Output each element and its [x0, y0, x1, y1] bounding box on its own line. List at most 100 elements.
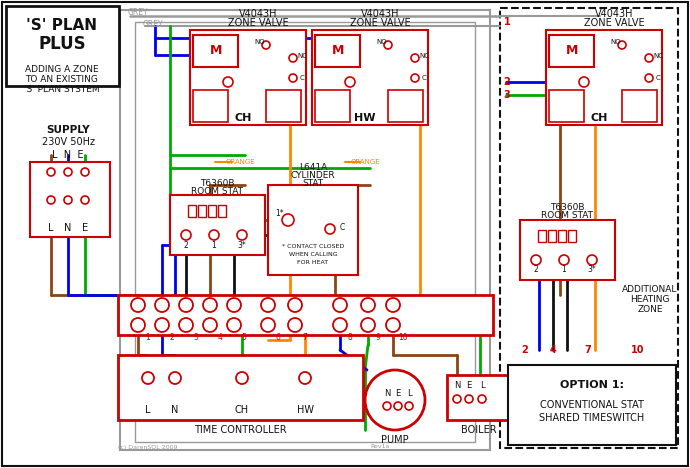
Text: M: M	[566, 44, 578, 58]
Circle shape	[169, 372, 181, 384]
Text: SUPPLY: SUPPLY	[46, 125, 90, 135]
Bar	[558, 230, 566, 242]
Bar	[190, 30, 306, 125]
Text: BOILER: BOILER	[461, 425, 497, 435]
Text: HW: HW	[297, 405, 313, 415]
Circle shape	[325, 224, 335, 234]
Circle shape	[236, 372, 248, 384]
Text: ROOM STAT: ROOM STAT	[541, 212, 593, 220]
Text: 230V 50Hz: 230V 50Hz	[41, 137, 95, 147]
Text: N: N	[454, 380, 460, 389]
Bar	[118, 295, 493, 335]
Circle shape	[209, 230, 219, 240]
Text: ORANGE: ORANGE	[225, 159, 255, 165]
Bar	[135, 22, 475, 442]
Text: (c) DarenSQL 2009: (c) DarenSQL 2009	[118, 445, 178, 449]
Text: 2: 2	[184, 241, 188, 249]
Circle shape	[203, 318, 217, 332]
Text: 8: 8	[348, 332, 353, 342]
Circle shape	[365, 370, 425, 430]
Bar	[198, 205, 206, 217]
Circle shape	[261, 318, 275, 332]
Text: V4043H: V4043H	[361, 9, 400, 19]
Text: E: E	[395, 389, 401, 398]
Circle shape	[645, 74, 653, 82]
Text: CYLINDER: CYLINDER	[290, 170, 335, 180]
Text: TO AN EXISTING: TO AN EXISTING	[26, 75, 99, 85]
Text: L: L	[48, 223, 54, 233]
Text: V4043H: V4043H	[239, 9, 277, 19]
Text: Rev1a: Rev1a	[371, 445, 390, 449]
Bar	[548, 230, 556, 242]
Circle shape	[142, 372, 154, 384]
Circle shape	[223, 77, 233, 87]
Text: PLUS: PLUS	[38, 35, 86, 53]
Circle shape	[333, 318, 347, 332]
Bar	[315, 90, 350, 122]
Circle shape	[47, 196, 55, 204]
Circle shape	[282, 214, 294, 226]
Text: SHARED TIMESWITCH: SHARED TIMESWITCH	[540, 413, 644, 423]
Circle shape	[47, 168, 55, 176]
Bar	[188, 205, 196, 217]
Text: T6360B: T6360B	[199, 178, 234, 188]
Text: 6: 6	[275, 332, 280, 342]
Text: NC: NC	[419, 53, 429, 59]
Text: L: L	[406, 389, 411, 398]
Text: ZONE: ZONE	[638, 306, 663, 314]
Bar	[538, 230, 546, 242]
Text: 3: 3	[194, 332, 199, 342]
Text: 1: 1	[562, 265, 566, 275]
Text: 2: 2	[170, 332, 175, 342]
Circle shape	[64, 196, 72, 204]
Text: TIME CONTROLLER: TIME CONTROLLER	[194, 425, 286, 435]
Circle shape	[179, 298, 193, 312]
Bar	[30, 162, 110, 237]
Circle shape	[361, 318, 375, 332]
Text: N: N	[64, 223, 72, 233]
Circle shape	[465, 395, 473, 403]
Circle shape	[394, 402, 402, 410]
Text: C: C	[339, 222, 344, 232]
Circle shape	[262, 41, 270, 49]
Text: ZONE VALVE: ZONE VALVE	[350, 18, 411, 28]
Bar	[315, 35, 360, 67]
Text: V4043H: V4043H	[595, 9, 633, 19]
Circle shape	[386, 318, 400, 332]
Text: L  N  E: L N E	[52, 150, 83, 160]
Bar	[170, 195, 265, 255]
Text: C: C	[422, 75, 426, 81]
Circle shape	[559, 255, 569, 265]
Text: 10: 10	[398, 332, 408, 342]
Bar	[118, 355, 363, 420]
Circle shape	[237, 230, 247, 240]
Text: CONVENTIONAL STAT: CONVENTIONAL STAT	[540, 400, 644, 410]
Circle shape	[478, 395, 486, 403]
Text: CH: CH	[235, 113, 252, 123]
Text: 2: 2	[504, 77, 511, 87]
Text: PUMP: PUMP	[381, 435, 408, 445]
Bar	[208, 205, 216, 217]
Text: M: M	[210, 44, 222, 58]
Circle shape	[361, 298, 375, 312]
Bar	[500, 8, 678, 448]
Text: * CONTACT CLOSED: * CONTACT CLOSED	[282, 244, 344, 249]
Text: WHEN CALLING: WHEN CALLING	[288, 253, 337, 257]
Text: 2: 2	[533, 265, 538, 275]
Text: E: E	[82, 223, 88, 233]
Text: GREY: GREY	[143, 20, 164, 29]
Text: NO: NO	[611, 39, 621, 45]
Circle shape	[179, 318, 193, 332]
Text: HEATING: HEATING	[630, 295, 670, 305]
Text: OPTION 1:: OPTION 1:	[560, 380, 624, 390]
Circle shape	[203, 298, 217, 312]
Text: 3: 3	[504, 90, 511, 100]
Text: ADDITIONAL: ADDITIONAL	[622, 285, 678, 294]
Circle shape	[64, 168, 72, 176]
Bar	[193, 35, 238, 67]
Circle shape	[288, 318, 302, 332]
Circle shape	[155, 298, 169, 312]
Text: 2: 2	[522, 345, 529, 355]
Text: ADDING A ZONE: ADDING A ZONE	[26, 66, 99, 74]
Text: 4: 4	[550, 345, 556, 355]
